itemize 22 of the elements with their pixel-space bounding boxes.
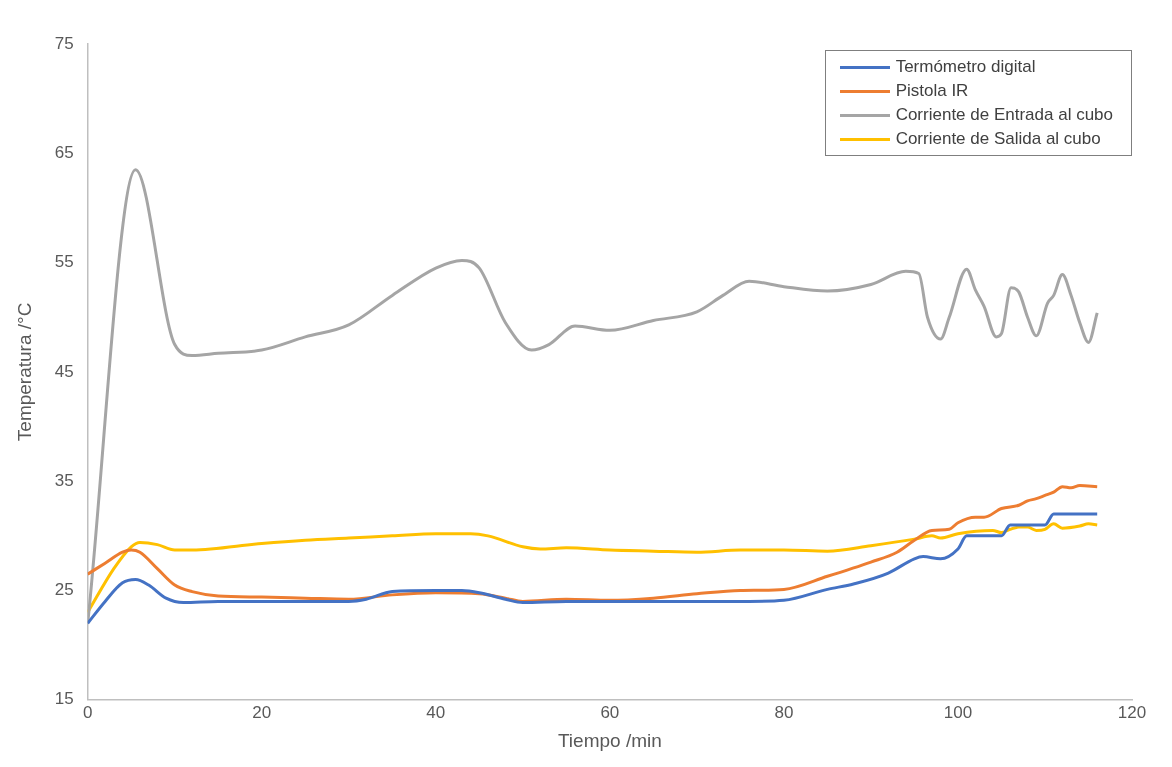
line-series <box>87 522 1099 614</box>
y-tick-label: 35 <box>54 470 74 490</box>
x-tick-label: 0 <box>82 702 93 722</box>
legend-label: Pistola IR <box>895 81 969 101</box>
y-tick-label: 25 <box>54 580 74 600</box>
x-tick-label: 120 <box>1117 702 1147 722</box>
legend-label: Termómetro digital <box>895 57 1036 77</box>
line-series <box>87 512 1099 625</box>
x-tick-label: 40 <box>426 702 446 722</box>
legend-label: Corriente de Salida al cubo <box>895 129 1101 149</box>
y-tick-label: 55 <box>54 252 74 272</box>
y-tick-label: 45 <box>54 361 74 381</box>
legend-label: Corriente de Entrada al cubo <box>895 105 1113 125</box>
x-axis-title: Tiempo /min <box>557 729 662 751</box>
y-tick-label: 65 <box>54 142 74 162</box>
y-axis-title: Temperatura /°C <box>13 302 35 442</box>
x-tick-label: 80 <box>774 702 794 722</box>
x-tick-label: 60 <box>600 702 620 722</box>
x-tick-label: 100 <box>943 702 973 722</box>
y-tick-label: 15 <box>54 689 74 709</box>
y-tick-label: 75 <box>54 33 74 53</box>
x-tick-label: 20 <box>252 702 272 722</box>
